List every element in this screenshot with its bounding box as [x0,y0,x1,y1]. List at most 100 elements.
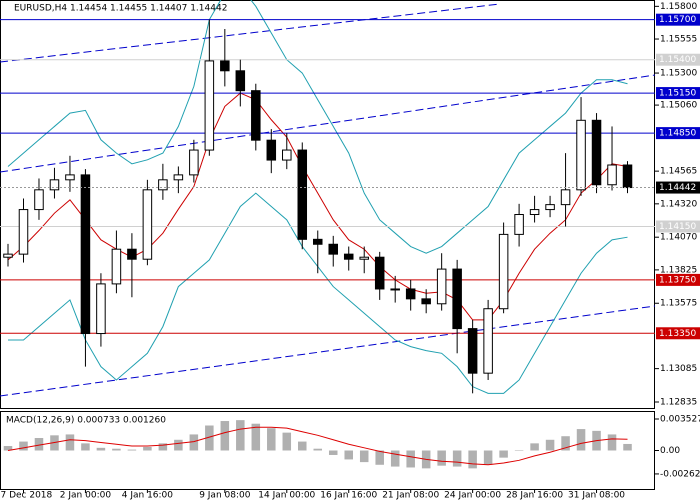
candle-body [576,119,586,191]
macd-bar [452,450,462,467]
candle-body [591,119,602,186]
macd-bar [313,448,323,451]
x-tick-label: 24 Jan 00:00 [444,491,501,500]
candle-body [312,238,323,245]
x-tick-label: 16 Jan 16:00 [320,491,377,500]
candle-body [529,209,540,216]
macd-bar [530,443,539,451]
candle-body [405,288,416,300]
candle-body [328,243,339,255]
macd-bar [112,448,121,451]
macd-title: MACD(12,26,9) 0.000733 0.001260 [6,416,166,426]
y-tick-label: 1.12835 [660,397,697,407]
macd-y-tick-label: -0.002624 [660,469,700,479]
x-tick-label: 31 Jan 08:00 [568,491,625,500]
candle-body [622,164,633,189]
y-tick-label: 1.13085 [660,364,697,374]
macd-bar [344,450,353,460]
candle-body [220,60,230,72]
candle-body [111,248,122,285]
macd-bar [406,450,415,468]
level-label-box [656,327,700,340]
level-label-box [656,53,700,66]
y-tick-label: 1.15300 [660,69,697,79]
macd-bar [298,441,307,451]
candle-body [266,139,277,161]
indicator-line [7,0,628,254]
level-label-box [656,220,700,233]
x-tick-label: 28 Jan 16:00 [506,491,563,500]
candle-body [204,60,215,151]
macd-bar [282,432,292,451]
macd-bar [251,423,261,451]
candle-body [251,90,261,141]
y-tick-label: 1.14565 [660,167,697,177]
candle-body [235,70,246,92]
candle-body [282,149,292,161]
macd-panel [0,411,655,490]
macd-bar [34,438,44,451]
macd-bar [390,450,400,467]
candle-body [65,174,75,181]
level-label: 1.13750 [659,275,696,285]
x-tick-label: 4 Jan 16:00 [122,491,174,500]
trend-line [0,74,656,173]
candle-body [390,288,400,291]
macd-bar [174,439,183,451]
y-tick-label: 1.13575 [660,299,697,309]
level-label: 1.15700 [659,15,696,25]
level-label-box [656,127,700,140]
macd-bar [189,434,199,451]
candle-body [297,149,308,240]
macd-y-tick-label: 0.00 [660,446,680,456]
level-label-box [656,13,700,26]
macd-bar [236,420,245,451]
y-tick-label: 1.13825 [660,265,697,275]
candle-body [80,174,91,335]
candle-body [560,189,571,206]
y-tick-label: 1.15800 [660,2,697,12]
macd-bar [468,450,477,469]
candle-body [498,233,509,310]
chart-title: EURUSD,H4 1.14454 1.14455 1.14407 1.1444… [14,4,227,14]
x-tick-label: 21 Jan 08:00 [382,491,439,500]
level-label-box [656,273,700,286]
macd-bar [3,446,13,451]
y-tick-label: 1.15060 [660,101,697,111]
level-label: 1.14850 [659,129,696,139]
macd-bar [545,439,555,451]
x-tick-label: 27 Dec 2018 [0,491,53,500]
macd-bar [375,450,384,465]
macd-bar [607,434,617,451]
macd-bar [499,450,508,458]
macd-bar [19,441,28,451]
macd-bar [96,447,106,451]
indicator-line [7,92,628,321]
macd-bar [220,421,230,451]
macd-bar [205,425,214,451]
candle-body [127,248,137,260]
trend-line [0,305,656,397]
candle-body [173,174,184,181]
candle-body [359,256,369,260]
level-label: 1.15400 [659,55,696,65]
macd-bar [359,450,369,463]
candle-body [421,298,431,305]
trend-lines [0,3,656,397]
macd-bar [65,434,75,451]
candle-body [158,179,168,191]
candle-body [545,204,555,211]
candle-body [96,283,106,335]
candle-body [3,253,13,258]
macd-bar [267,428,276,451]
macd-bar [127,449,137,451]
macd-signal [7,426,628,466]
candle-body [374,256,385,290]
candle-body [467,328,478,374]
candle-body [607,164,617,186]
macd-y-tick-label: 0.003527 [660,415,700,425]
macd-bar [158,443,168,451]
main-panel [0,0,655,409]
candle-body [18,209,29,255]
macd-bar [81,443,90,451]
